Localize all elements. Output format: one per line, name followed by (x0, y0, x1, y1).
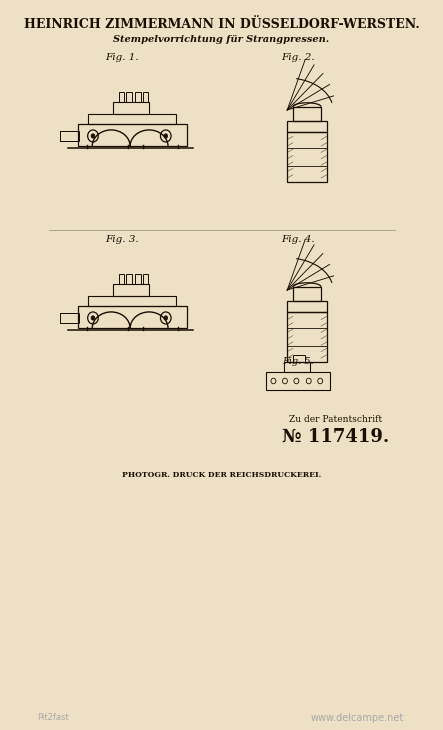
Text: PHOTOGR. DRUCK DER REICHSDRUCKEREI.: PHOTOGR. DRUCK DER REICHSDRUCKEREI. (122, 471, 321, 479)
Text: Fig. 5.: Fig. 5. (282, 358, 314, 366)
Text: Fig. 1.: Fig. 1. (105, 53, 139, 63)
Text: HEINRICH ZIMMERMANN IN DÜSSELDORF-WERSTEN.: HEINRICH ZIMMERMANN IN DÜSSELDORF-WERSTE… (23, 18, 420, 31)
Text: www.delcampe.net: www.delcampe.net (311, 713, 404, 723)
Text: Pit2fast: Pit2fast (37, 713, 69, 723)
Text: № 117419.: № 117419. (282, 428, 389, 446)
Text: Fig. 3.: Fig. 3. (105, 236, 139, 245)
Circle shape (164, 316, 167, 320)
Text: Zu der Patentschrift: Zu der Patentschrift (289, 415, 382, 425)
Circle shape (91, 134, 95, 138)
Text: Stempelvorrichtung für Strangpressen.: Stempelvorrichtung für Strangpressen. (113, 34, 330, 44)
Text: Fig. 4.: Fig. 4. (281, 236, 315, 245)
Text: Fig. 2.: Fig. 2. (281, 53, 315, 63)
Circle shape (164, 134, 167, 138)
Circle shape (91, 316, 95, 320)
